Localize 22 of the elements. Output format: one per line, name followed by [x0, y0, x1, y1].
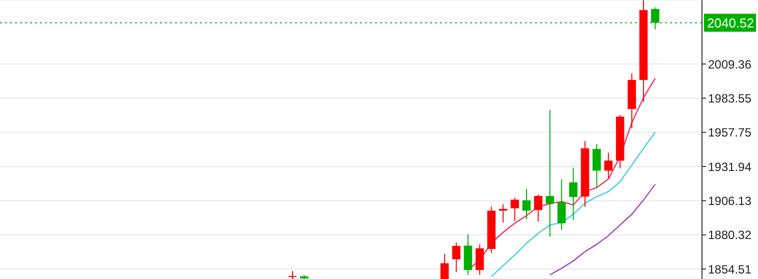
- candlestick: [288, 270, 297, 279]
- candlestick: [510, 197, 519, 222]
- ref-line-label: 2040.52: [707, 16, 754, 31]
- y-tick-label: 1983.55: [708, 91, 752, 106]
- y-tick-label: 1906.13: [708, 194, 752, 208]
- candlestick: [522, 188, 531, 220]
- y-tick-label: 1931.94: [708, 160, 752, 174]
- candlestick: [476, 244, 484, 276]
- candlestick: [604, 152, 613, 179]
- candlestick: [592, 144, 601, 189]
- candlestick: [557, 178, 566, 231]
- line-series: [490, 132, 656, 278]
- y-tick-label: 1854.51: [708, 262, 752, 276]
- candlestick: [452, 242, 460, 273]
- line-series: [549, 184, 656, 276]
- candlestick: [440, 253, 449, 279]
- y-tick-label: 2009.36: [708, 57, 752, 72]
- y-tick-label: 1957.75: [708, 126, 752, 140]
- candlestick: [534, 194, 542, 222]
- y-tick-label: 1880.32: [708, 228, 752, 242]
- candlestick: [569, 167, 578, 220]
- candlestick: [546, 110, 554, 238]
